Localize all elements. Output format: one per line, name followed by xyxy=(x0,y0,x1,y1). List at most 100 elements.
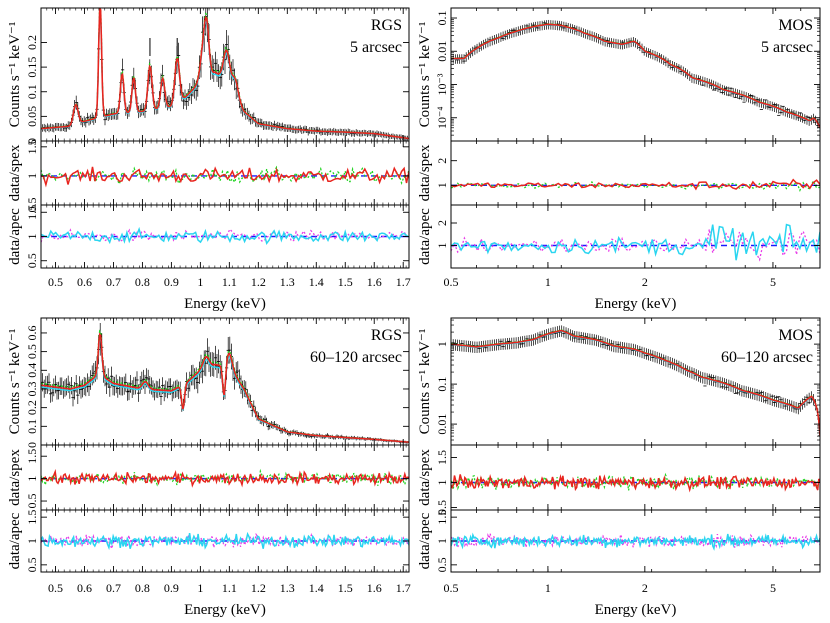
y-tick-label: 0.6 xyxy=(25,325,39,340)
y-tick-label: 1.5 xyxy=(435,510,449,525)
ratio-y-axis-label: data/apec xyxy=(7,208,23,265)
ratio-y-axis-label: data/apec xyxy=(417,208,433,265)
x-tick-label: 5 xyxy=(770,275,776,289)
y-tick-label: 0.01 xyxy=(435,414,449,435)
x-tick-label: 1.1 xyxy=(222,275,237,289)
x-tick-label: 1.5 xyxy=(338,581,353,595)
ratio-curve-cyan xyxy=(41,531,409,551)
region-label: 5 arcsec xyxy=(350,39,402,56)
ratio-y-axis-label: data/spex xyxy=(7,144,23,201)
x-tick-label: 5 xyxy=(770,581,776,595)
x-tick-label: 0.5 xyxy=(444,275,459,289)
y-tick-label: 0.2 xyxy=(25,400,39,415)
x-tick-label: 0.6 xyxy=(77,275,92,289)
model-curve-red xyxy=(451,23,820,129)
y-axis-label: Counts s⁻¹ keV⁻¹ xyxy=(417,22,433,128)
ratio-curve-red xyxy=(451,473,820,493)
y-tick-label: 0.01 xyxy=(435,41,449,62)
x-tick-label: 1.2 xyxy=(251,275,266,289)
y-tick-label: 0.5 xyxy=(25,344,39,359)
x-tick-label: 1.3 xyxy=(280,275,295,289)
y-axis-label: Counts s⁻¹ keV⁻¹ xyxy=(7,22,23,128)
x-tick-label: 0.5 xyxy=(444,581,459,595)
y-tick-label: 0.5 xyxy=(25,557,39,572)
x-tick-label: 2 xyxy=(642,581,648,595)
x-tick-label: 1.2 xyxy=(251,581,266,595)
ratio-curve-red xyxy=(41,468,409,488)
y-tick-label: 0.5 xyxy=(25,198,39,213)
x-tick-label: 0.9 xyxy=(164,275,179,289)
y-tick-label: 1.5 xyxy=(25,205,39,220)
model-curve-red xyxy=(451,329,820,437)
x-tick-label: 0.5 xyxy=(48,581,63,595)
ratio-curve-cyan xyxy=(41,226,409,245)
ratio-curve-magenta xyxy=(41,228,409,243)
y-tick-label: 1.5 xyxy=(435,450,449,465)
x-tick-label: 1 xyxy=(197,581,203,595)
instrument-label: MOS xyxy=(778,17,813,34)
y-tick-label: 0.5 xyxy=(435,500,449,515)
ratio-y-axis-label: data/spex xyxy=(417,144,433,201)
x-tick-label: 1.1 xyxy=(222,581,237,595)
x-tick-label: 0.5 xyxy=(48,275,63,289)
y-tick-label: 1 xyxy=(435,243,449,249)
ratio-y-axis-label: data/apec xyxy=(417,512,433,569)
x-tick-label: 1.4 xyxy=(309,275,324,289)
model-curve-red xyxy=(41,8,409,140)
y-tick-label: 2 xyxy=(435,158,449,164)
y-tick-label: 0.2 xyxy=(25,35,39,50)
x-tick-label: 1.3 xyxy=(280,581,295,595)
ratio-y-axis-label: data/apec xyxy=(7,512,23,569)
x-tick-label: 1 xyxy=(545,275,551,289)
ratio-curve-red xyxy=(451,178,820,191)
x-tick-label: 0.9 xyxy=(164,581,179,595)
x-tick-label: 1.7 xyxy=(396,275,411,289)
y-tick-label: 0 xyxy=(25,442,39,448)
ratio-curve-cyan xyxy=(451,223,820,261)
ratio-curve-red xyxy=(41,166,409,188)
y-tick-label: 0.1 xyxy=(435,377,449,392)
x-tick-label: 0.6 xyxy=(77,581,92,595)
y-tick-label: 0 xyxy=(25,138,39,144)
y-tick-label: 0.4 xyxy=(25,363,39,378)
ratio-curve-cyan xyxy=(451,532,820,551)
y-tick-label: 10⁻⁴ xyxy=(435,106,449,129)
ratio-y-axis-label: data/spex xyxy=(417,449,433,506)
x-axis-label: Energy (keV) xyxy=(184,602,266,618)
y-tick-label: 1 xyxy=(435,182,449,188)
y-tick-label: 0.5 xyxy=(25,494,39,509)
y-tick-label: 1 xyxy=(25,234,39,240)
x-tick-label: 1.7 xyxy=(396,581,411,595)
y-tick-label: 1.5 xyxy=(25,449,39,464)
y-tick-label: 1.5 xyxy=(25,510,39,525)
x-tick-label: 0.8 xyxy=(135,275,150,289)
x-axis-label: Energy (keV) xyxy=(595,602,677,618)
y-tick-label: 0.15 xyxy=(25,57,39,78)
instrument-label: MOS xyxy=(778,327,813,344)
ratio-curve-magenta xyxy=(451,229,820,262)
y-tick-label: 0.1 xyxy=(25,419,39,434)
y-tick-label: 1 xyxy=(435,538,449,544)
y-tick-label: 1 xyxy=(25,173,39,179)
y-axis-label: Counts s⁻¹ keV⁻¹ xyxy=(417,329,433,435)
data-points xyxy=(451,19,820,133)
region-label: 5 arcsec xyxy=(761,39,813,56)
y-axis-label: Counts s⁻¹ keV⁻¹ xyxy=(7,329,23,435)
y-tick-label: 0.05 xyxy=(25,106,39,127)
y-tick-label: 1.5 xyxy=(25,139,39,154)
y-tick-label: 1 xyxy=(435,341,449,347)
x-axis-label: Energy (keV) xyxy=(595,296,677,312)
x-tick-label: 0.7 xyxy=(106,581,121,595)
ratio-curve-magenta xyxy=(41,532,409,551)
